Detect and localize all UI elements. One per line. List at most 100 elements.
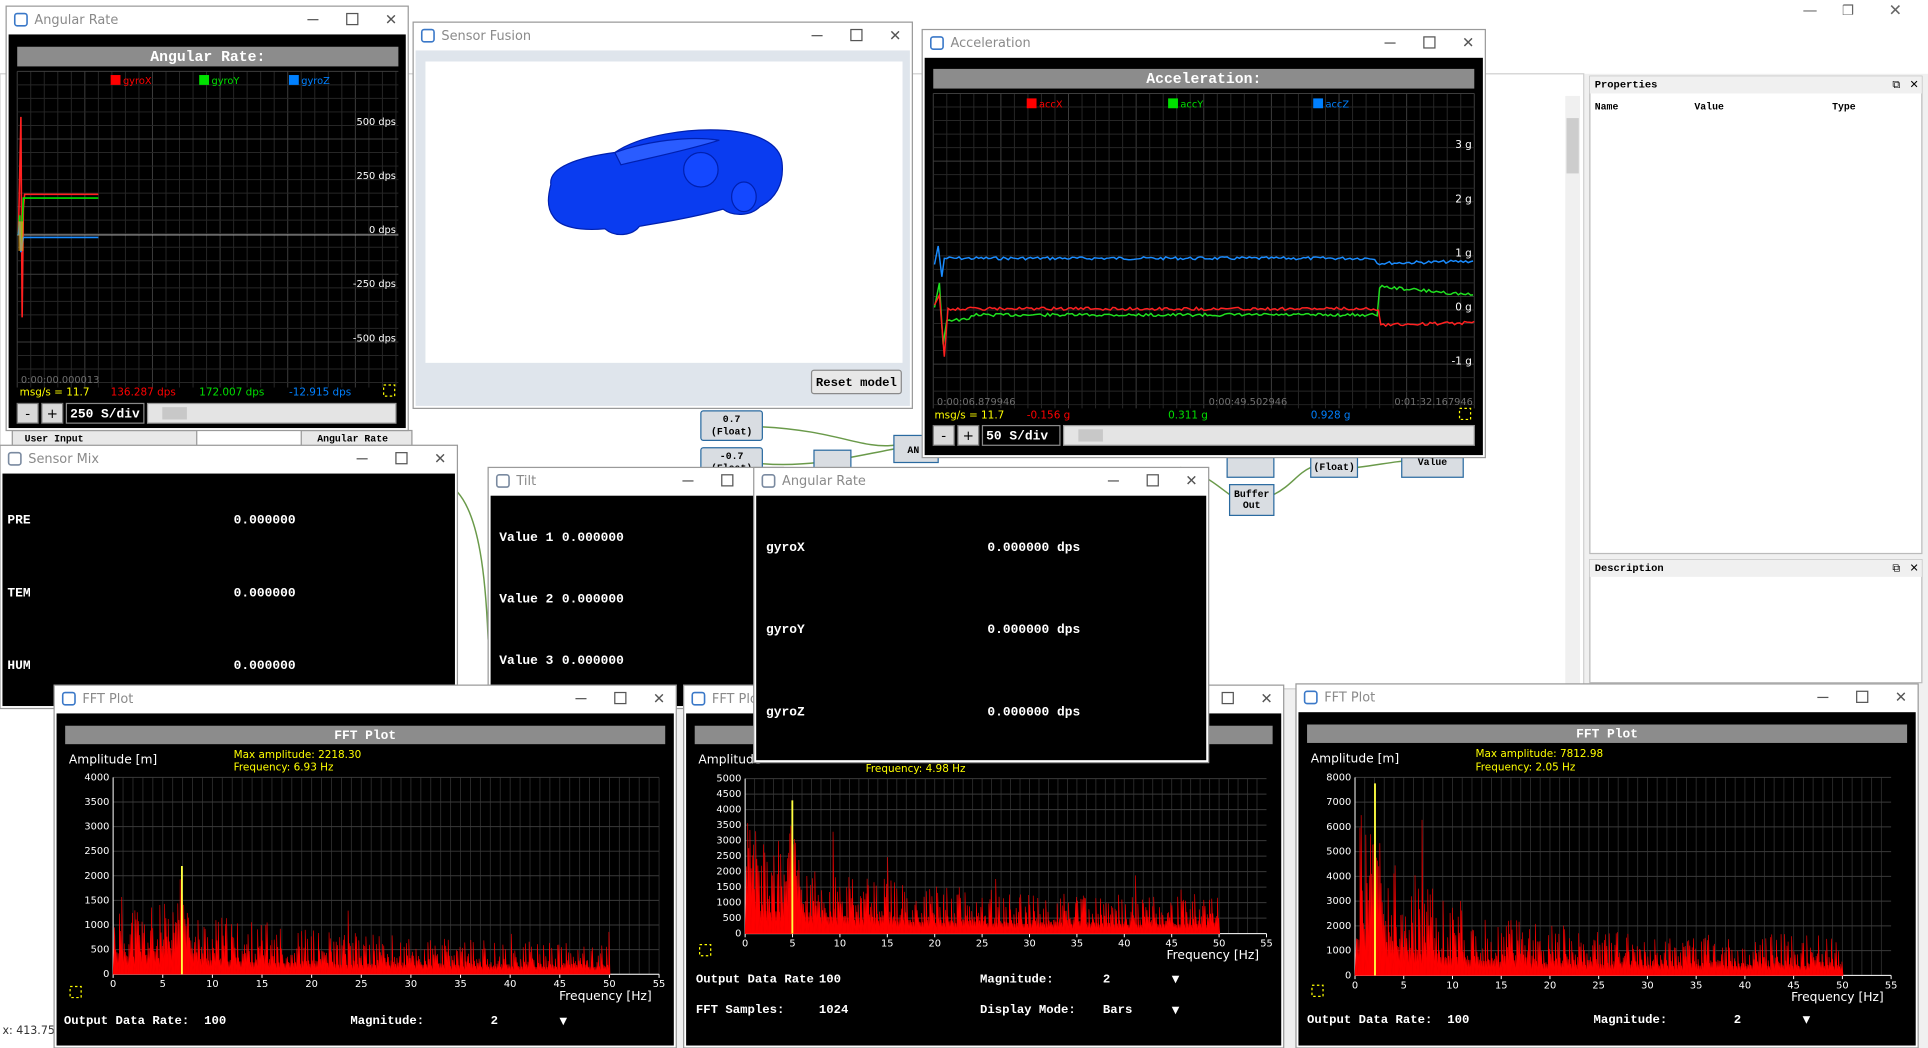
panel-close[interactable]: ✕ [1910, 78, 1919, 91]
dropdown-arrow[interactable]: ▼ [1172, 1005, 1180, 1016]
fit-icon[interactable] [383, 384, 396, 397]
dropdown-arrow[interactable]: ▼ [1172, 974, 1180, 985]
field-value[interactable]: 2 [1734, 1013, 1741, 1027]
time-label: 0:00:49.502946 [1209, 397, 1288, 408]
zoom-out-button[interactable] [932, 424, 955, 446]
panel-title: Properties [1595, 80, 1658, 92]
zoom-in-button[interactable] [41, 402, 64, 424]
row-label: HUM [7, 658, 30, 673]
window-close[interactable]: ✕ [1462, 35, 1474, 52]
zoom-field[interactable] [65, 402, 145, 424]
window-close[interactable]: ✕ [653, 690, 665, 707]
field-value[interactable]: 2 [491, 1014, 498, 1028]
field-input[interactable] [813, 970, 901, 988]
reset-button-label[interactable]: Reset model [816, 376, 897, 390]
window-close[interactable]: ✕ [1260, 690, 1272, 707]
panel-header [1589, 76, 1922, 94]
slider-thumb[interactable] [162, 407, 187, 420]
time-slider[interactable] [1062, 424, 1475, 446]
field-value[interactable]: 2 [1103, 972, 1110, 986]
zoom-field[interactable] [981, 424, 1061, 446]
window-close[interactable]: ✕ [385, 11, 397, 28]
dropdown-arrow[interactable]: ▼ [559, 1016, 567, 1027]
panel-close[interactable]: ✕ [1910, 561, 1919, 574]
y-tick-label: 500 dps [356, 117, 395, 128]
zoom-out-label[interactable]: - [941, 428, 946, 444]
window-close[interactable]: ✕ [889, 27, 901, 44]
node[interactable] [1226, 456, 1275, 478]
row-label: Value 1 [499, 530, 553, 545]
slider-thumb[interactable] [1078, 429, 1103, 442]
field-input[interactable] [1442, 1011, 1529, 1029]
zoom-in-button[interactable] [957, 424, 980, 446]
y-tick-label: 2500 [716, 851, 741, 862]
window-maximize[interactable] [614, 691, 627, 705]
row-label: gyroX [766, 540, 805, 555]
window-close[interactable]: ✕ [1895, 689, 1907, 706]
node-value: 0.7 [723, 414, 741, 425]
field-input[interactable] [813, 1001, 901, 1019]
zoom-in-label[interactable]: + [47, 406, 58, 422]
field-label: Magnitude: [980, 972, 1054, 986]
zoom-in-label[interactable]: + [963, 428, 974, 444]
column-header: Name [1595, 102, 1619, 113]
row-value: 0.000000 [234, 585, 296, 600]
app-minimize[interactable]: — [1803, 2, 1818, 19]
field-input[interactable] [1728, 1011, 1815, 1029]
field-label: Magnitude: [350, 1014, 424, 1028]
x-tick-label: 0 [110, 979, 116, 990]
fit-icon[interactable] [1458, 407, 1472, 421]
editor-scrollbar[interactable] [1565, 95, 1581, 684]
dropdown-arrow[interactable]: ▼ [1803, 1015, 1811, 1026]
node-label: Value [1418, 457, 1448, 468]
scroll-thumb[interactable] [1566, 118, 1579, 174]
window-icon [691, 691, 706, 706]
max-amplitude: Max amplitude: 2218.30 [234, 749, 362, 761]
field-input[interactable] [1098, 970, 1185, 988]
field-input[interactable] [199, 1012, 286, 1030]
row-label: PRE [7, 513, 30, 528]
y-tick-label: -250 dps [353, 279, 396, 290]
node[interactable] [1228, 484, 1275, 517]
panel-float[interactable]: ⧉ [1892, 561, 1900, 574]
window-maximize[interactable] [850, 28, 863, 42]
window-maximize[interactable] [721, 474, 734, 487]
x-tick-label: 25 [976, 938, 989, 949]
gyro-x-trace [17, 116, 99, 318]
field-input[interactable] [1098, 1001, 1185, 1019]
time-slider[interactable] [146, 402, 397, 424]
y-tick-label: 1000 [1326, 946, 1351, 957]
field-value[interactable]: 100 [819, 972, 841, 986]
field-value[interactable]: 100 [204, 1014, 226, 1028]
field-label: FFT Samples: [696, 1003, 784, 1017]
field-value[interactable]: 1024 [819, 1003, 848, 1017]
window-maximize[interactable] [1856, 690, 1869, 703]
zoom-out-button[interactable] [16, 402, 39, 424]
app-close[interactable]: ✕ [1889, 1, 1902, 20]
zoom-out-label[interactable]: - [25, 406, 30, 422]
field-input[interactable] [485, 1012, 572, 1030]
window-close[interactable]: ✕ [1185, 473, 1197, 490]
x-tick-label: 5 [1401, 980, 1407, 991]
window-maximize[interactable] [1146, 474, 1159, 487]
field-value[interactable]: 100 [1447, 1013, 1469, 1027]
app-restore[interactable]: ❐ [1842, 3, 1854, 19]
node[interactable] [700, 410, 763, 441]
window-maximize[interactable] [1221, 691, 1234, 705]
window-maximize[interactable] [1423, 36, 1436, 49]
panel-float[interactable]: ⧉ [1892, 78, 1900, 91]
y-tick-label: 2000 [84, 871, 109, 882]
wire [762, 426, 894, 447]
reset-button[interactable] [810, 369, 902, 395]
window-close[interactable]: ✕ [434, 450, 446, 467]
peak-frequency: Frequency: 2.05 Hz [1476, 762, 1576, 774]
max-amplitude: Max amplitude: 7812.98 [1476, 748, 1604, 760]
window-maximize[interactable] [346, 12, 359, 26]
x-axis-label: Frequency [Hz] [559, 989, 652, 1003]
fit-icon[interactable] [69, 985, 82, 999]
fit-icon[interactable] [1311, 984, 1324, 997]
field-value[interactable]: Bars [1103, 1003, 1132, 1017]
fit-icon[interactable] [699, 944, 712, 957]
y-tick-label: 6000 [1326, 822, 1351, 833]
window-maximize[interactable] [395, 452, 408, 465]
